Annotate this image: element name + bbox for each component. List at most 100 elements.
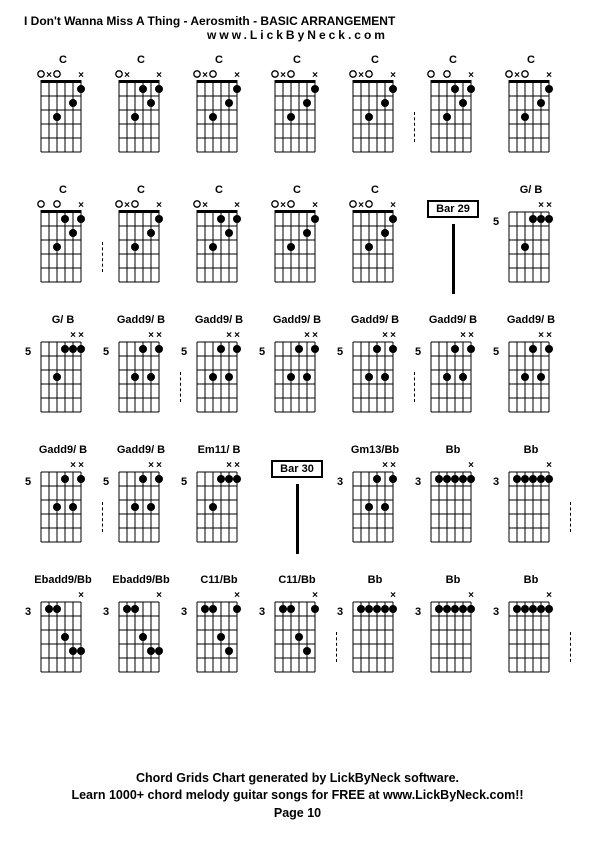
svg-text:×: × [538,330,544,341]
svg-text:×: × [312,200,318,211]
fret-number: 3 [337,606,343,618]
svg-text:×: × [234,200,240,211]
chord-cell: Bb×3 [492,442,570,572]
chord-name: C [293,52,301,68]
chord-name: G/ B [520,182,543,198]
chord-name: Gadd9/ B [351,312,399,328]
chord-cell: Gadd9/ B××5 [414,312,492,442]
chord-cell: Bb×3 [336,572,414,702]
fret-number: 3 [493,476,499,488]
chord-cell: C× [414,52,492,182]
fret-number: 3 [25,606,31,618]
chord-cell: C11/Bb×3 [180,572,258,702]
svg-text:×: × [78,200,84,211]
chord-name: C [59,52,67,68]
chord-diagram: ×3 [347,588,403,686]
chord-cell: C×× [336,52,414,182]
chord-diagram: ××5 [425,328,481,426]
svg-text:×: × [280,200,286,211]
chord-name: Ebadd9/Bb [112,572,169,588]
svg-text:×: × [382,460,388,471]
chord-cell: Ebadd9/Bb × 3 [24,572,102,702]
fret-number: 5 [103,346,109,358]
chord-diagram: ×3 [503,458,559,556]
svg-text:×: × [46,70,52,81]
svg-text:×: × [390,200,396,211]
chord-cell: C× [24,182,102,312]
svg-text:×: × [124,200,130,211]
chord-diagram: ×× [503,68,559,166]
chord-diagram: ××5 [191,458,247,556]
svg-text:×: × [70,330,76,341]
chord-cell: C×× [102,52,180,182]
chord-name: C [449,52,457,68]
chord-cell: Em11/ B××5 [180,442,258,572]
chord-diagram: ×× [191,68,247,166]
svg-text:×: × [312,590,318,601]
chord-diagram: ×3 [191,588,247,686]
svg-text:×: × [546,330,552,341]
page-subtitle: www.LickByNeck.com [24,28,571,42]
svg-text:×: × [546,460,552,471]
fret-number: 5 [103,476,109,488]
svg-text:×: × [546,200,552,211]
chord-cell: Gadd9/ B××5 [102,442,180,572]
header: I Don't Wanna Miss A Thing - Aerosmith -… [24,14,571,42]
chord-cell: Gadd9/ B××5 [102,312,180,442]
chord-diagram: ××5 [113,328,169,426]
chord-diagram: ×× [113,68,169,166]
chord-diagram: ×3 [503,588,559,686]
svg-text:×: × [304,330,310,341]
chord-name: Bb [524,572,539,588]
chord-diagram: × [425,68,481,166]
chord-name: C [293,182,301,198]
chord-cell: C×× [180,52,258,182]
svg-text:×: × [280,70,286,81]
chord-grid: C××C××C××C××C××C×C××C×C××C××C××C××Bar 29… [24,52,571,702]
svg-text:×: × [148,330,154,341]
svg-text:×: × [156,460,162,471]
svg-text:×: × [156,200,162,211]
chord-cell: Gadd9/ B××5 [258,312,336,442]
chord-name: Gadd9/ B [117,442,165,458]
chord-diagram: ××5 [269,328,325,426]
chord-cell: Gadd9/ B××5 [336,312,414,442]
chord-diagram: ×3 [269,588,325,686]
svg-text:×: × [78,460,84,471]
chord-name: Bb [446,442,461,458]
chord-name: Em11/ B [198,442,241,458]
chord-diagram: ××5 [503,198,559,296]
chord-name: Bb [524,442,539,458]
svg-text:×: × [460,330,466,341]
svg-text:×: × [226,330,232,341]
svg-text:×: × [234,460,240,471]
svg-text:×: × [358,70,364,81]
svg-text:×: × [148,460,154,471]
fret-number: 5 [25,346,31,358]
chord-diagram: ×× [35,68,91,166]
svg-text:×: × [234,330,240,341]
chord-name: Gadd9/ B [273,312,321,328]
footer: Chord Grids Chart generated by LickByNec… [0,770,595,823]
svg-text:×: × [78,70,84,81]
fret-number: 3 [493,606,499,618]
fret-number: 5 [337,346,343,358]
chord-cell: Gadd9/ B××5 [180,312,258,442]
svg-text:×: × [390,460,396,471]
svg-text:×: × [468,330,474,341]
bar-divider [452,224,455,294]
chord-diagram: ××5 [113,458,169,556]
chord-cell: Bb×3 [414,442,492,572]
chord-name: C [59,182,67,198]
svg-text:×: × [390,590,396,601]
chord-name: Ebadd9/Bb [34,572,91,588]
chord-name: G/ B [52,312,75,328]
chord-diagram: ×3 [425,588,481,686]
chord-diagram: ×× [191,198,247,296]
svg-text:×: × [78,590,84,601]
svg-text:×: × [382,330,388,341]
chord-name: C [215,182,223,198]
footer-line-1: Chord Grids Chart generated by LickByNec… [0,770,595,788]
chord-diagram: ×3 [113,588,169,686]
chord-diagram: ××5 [347,328,403,426]
